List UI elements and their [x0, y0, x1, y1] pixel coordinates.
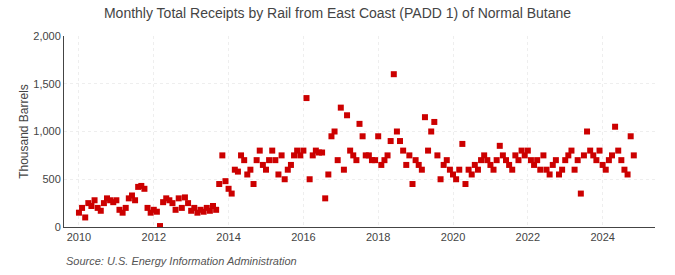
svg-text:1,000: 1,000: [33, 125, 61, 137]
svg-text:Source: U.S. Energy Informatio: Source: U.S. Energy Information Administ…: [66, 255, 297, 267]
svg-text:2022: 2022: [516, 231, 540, 243]
svg-text:2014: 2014: [216, 231, 240, 243]
svg-text:2020: 2020: [441, 231, 465, 243]
svg-text:Monthly Total Receipts by Rail: Monthly Total Receipts by Rail from East…: [104, 5, 571, 21]
svg-text:Thousand Barrels: Thousand Barrels: [17, 84, 31, 179]
svg-text:1,500: 1,500: [33, 78, 61, 90]
svg-text:2016: 2016: [291, 231, 315, 243]
svg-text:2018: 2018: [366, 231, 390, 243]
svg-text:2,000: 2,000: [33, 30, 61, 42]
svg-text:500: 500: [42, 173, 60, 185]
svg-text:2012: 2012: [142, 231, 166, 243]
svg-text:0: 0: [55, 221, 61, 233]
svg-text:2024: 2024: [590, 231, 614, 243]
svg-text:2010: 2010: [67, 231, 91, 243]
